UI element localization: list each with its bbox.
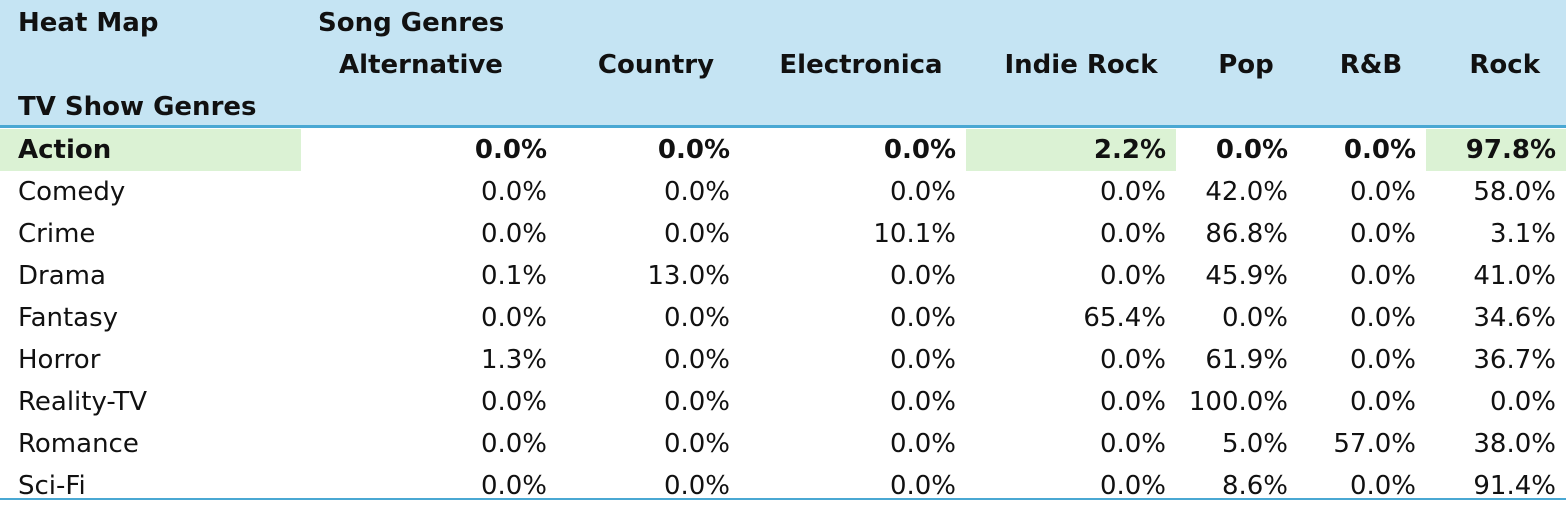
table-cell: 0.0% — [889, 177, 956, 207]
table-cell: 0.0% — [480, 387, 547, 417]
table-row: Sci-Fi 0.0% 0.0% 0.0% 0.0% 8.6% 0.0% 91.4% — [0, 465, 1566, 507]
row-label: Drama — [18, 261, 106, 291]
table-cell: 3.1% — [1489, 219, 1556, 249]
table-cell: 97.8% — [1426, 129, 1566, 171]
column-group-label: Song Genres — [318, 8, 505, 38]
table-cell: 10.1% — [873, 219, 956, 249]
table-cell: 5.0% — [1221, 429, 1288, 459]
row-label: Reality-TV — [18, 387, 148, 417]
table-cell: 0.0% — [1099, 471, 1166, 501]
column-header-rock: Rock — [1469, 50, 1540, 80]
table-cell: 0.0% — [1349, 219, 1416, 249]
bottom-border — [0, 498, 1566, 500]
table-cell: 0.0% — [889, 345, 956, 375]
column-header-indie-rock: Indie Rock — [1004, 50, 1158, 80]
table-cell: 1.3% — [480, 345, 547, 375]
table-cell: 0.0% — [889, 471, 956, 501]
table-cell: 0.0% — [1099, 429, 1166, 459]
row-label: Action — [0, 129, 301, 171]
table-cell: 0.0% — [480, 471, 547, 501]
table-cell: 2.2% — [966, 129, 1176, 171]
table-cell: 0.0% — [1349, 387, 1416, 417]
table-cell: 0.0% — [1215, 135, 1288, 165]
table-cell: 41.0% — [1473, 261, 1556, 291]
table-row: Drama 0.1% 13.0% 0.0% 0.0% 45.9% 0.0% 41.0% — [0, 255, 1566, 297]
table-cell: 0.0% — [480, 303, 547, 333]
table-cell: 100.0% — [1188, 387, 1288, 417]
column-header-electronica: Electronica — [779, 50, 943, 80]
table-row: Action 0.0% 0.0% 0.0% 2.2% 0.0% 0.0% 97.8% — [0, 129, 1566, 171]
row-label: Romance — [18, 429, 139, 459]
column-header-alternative: Alternative — [339, 50, 503, 80]
table-row: Reality-TV 0.0% 0.0% 0.0% 0.0% 100.0% 0.0% 0.0% — [0, 381, 1566, 423]
table-cell: 0.0% — [1489, 387, 1556, 417]
table-cell: 0.0% — [663, 219, 730, 249]
table-cell: 0.0% — [1099, 345, 1166, 375]
table-cell: 65.4% — [1083, 303, 1166, 333]
column-header-country: Country — [597, 50, 715, 80]
table-cell: 0.0% — [480, 177, 547, 207]
table-cell: 42.0% — [1205, 177, 1288, 207]
row-label: Fantasy — [18, 303, 119, 333]
table-cell: 0.0% — [1343, 135, 1416, 165]
table-cell: 91.4% — [1473, 471, 1556, 501]
table-cell: 34.6% — [1473, 303, 1556, 333]
table-cell: 0.0% — [1349, 303, 1416, 333]
table-cell: 0.0% — [1221, 303, 1288, 333]
table-cell: 0.0% — [657, 135, 730, 165]
table-cell: 86.8% — [1205, 219, 1288, 249]
table-cell: 0.0% — [1099, 219, 1166, 249]
table-row: Horror 1.3% 0.0% 0.0% 0.0% 61.9% 0.0% 36.7% — [0, 339, 1566, 381]
table-title: Heat Map — [18, 8, 159, 38]
table-cell: 0.0% — [663, 471, 730, 501]
table-cell: 61.9% — [1205, 345, 1288, 375]
column-header-rnb: R&B — [1339, 50, 1403, 80]
table-row: Romance 0.0% 0.0% 0.0% 0.0% 5.0% 57.0% 38.0% — [0, 423, 1566, 465]
table-cell: 58.0% — [1473, 177, 1556, 207]
table-row: Fantasy 0.0% 0.0% 0.0% 65.4% 0.0% 0.0% 34.6% — [0, 297, 1566, 339]
table-cell: 0.0% — [663, 387, 730, 417]
row-label: Crime — [18, 219, 96, 249]
row-label: Horror — [18, 345, 101, 375]
table-cell: 0.0% — [1099, 387, 1166, 417]
table-row: Comedy 0.0% 0.0% 0.0% 0.0% 42.0% 0.0% 58.0% — [0, 171, 1566, 213]
table-cell: 57.0% — [1333, 429, 1416, 459]
table-row: Crime 0.0% 0.0% 10.1% 0.0% 86.8% 0.0% 3.1% — [0, 213, 1566, 255]
table-cell: 8.6% — [1221, 471, 1288, 501]
table-header: Heat Map Song Genres TV Show Genres Alte… — [0, 0, 1566, 128]
table-cell: 0.0% — [480, 219, 547, 249]
table-cell: 0.0% — [480, 429, 547, 459]
table-cell: 0.0% — [663, 303, 730, 333]
table-cell: 0.0% — [1349, 261, 1416, 291]
table-cell: 36.7% — [1473, 345, 1556, 375]
row-label: Sci-Fi — [18, 471, 86, 501]
table-cell: 0.0% — [1099, 261, 1166, 291]
table-cell: 45.9% — [1205, 261, 1288, 291]
table-cell: 0.0% — [889, 429, 956, 459]
table-cell: 0.0% — [1349, 177, 1416, 207]
table-cell: 0.0% — [663, 345, 730, 375]
table-cell: 0.0% — [663, 177, 730, 207]
table-cell: 0.0% — [883, 135, 956, 165]
table-cell: 0.0% — [1349, 471, 1416, 501]
table-cell: 13.0% — [647, 261, 730, 291]
table-cell: 0.0% — [889, 261, 956, 291]
row-label: Comedy — [18, 177, 126, 207]
column-header-pop: Pop — [1218, 50, 1274, 80]
table-cell: 0.0% — [889, 387, 956, 417]
table-cell: 38.0% — [1473, 429, 1556, 459]
table-cell: 0.0% — [1099, 177, 1166, 207]
table-cell: 0.0% — [663, 429, 730, 459]
table-cell: 0.0% — [1349, 345, 1416, 375]
table-cell: 0.0% — [889, 303, 956, 333]
table-cell: 0.0% — [474, 135, 547, 165]
table-cell: 0.1% — [480, 261, 547, 291]
row-group-label: TV Show Genres — [18, 92, 257, 122]
